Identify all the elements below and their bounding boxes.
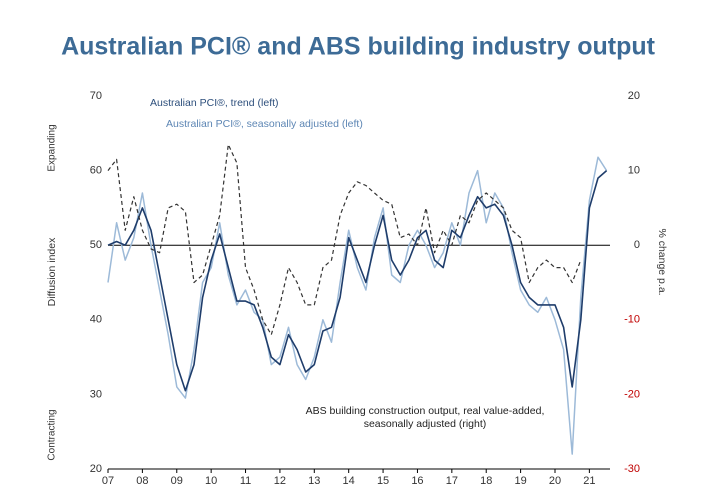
x-tick-label: 11 bbox=[240, 475, 251, 487]
x-tick-label: 17 bbox=[446, 475, 458, 487]
x-tick-label: 21 bbox=[583, 475, 595, 487]
y-tick-label: 50 bbox=[90, 239, 102, 251]
x-tick-label: 09 bbox=[171, 475, 183, 487]
y-tick-label: 40 bbox=[90, 314, 102, 326]
x-tick-label: 12 bbox=[274, 475, 286, 487]
y-tick-label: 20 bbox=[90, 463, 102, 475]
x-tick-label: 07 bbox=[102, 475, 114, 487]
y2-tick-label: 10 bbox=[628, 165, 640, 177]
x-tick-label: 19 bbox=[514, 475, 526, 487]
series-annotation: ABS building construction output, real v… bbox=[305, 405, 545, 430]
y2-tick-label: 0 bbox=[634, 239, 640, 251]
y-annotation: Contracting bbox=[47, 409, 58, 460]
y2-axis-label: % change p.a. bbox=[656, 228, 668, 295]
y-tick-label: 60 bbox=[90, 165, 102, 177]
series-line bbox=[107, 169, 608, 392]
y-axis-label: Diffusion index bbox=[46, 237, 58, 306]
series-line bbox=[107, 156, 608, 455]
y2-tick-label: -30 bbox=[624, 463, 640, 475]
y2-tick-label: -20 bbox=[624, 388, 640, 400]
y2-tick-label: -10 bbox=[624, 314, 640, 326]
x-tick-label: 13 bbox=[308, 475, 320, 487]
x-tick-label: 18 bbox=[480, 475, 492, 487]
legend-entry: Australian PCI®, trend (left) bbox=[150, 97, 279, 109]
x-tick-label: 10 bbox=[205, 475, 217, 487]
y-annotation: Expanding bbox=[47, 124, 58, 171]
x-tick-label: 14 bbox=[343, 475, 355, 487]
x-tick-label: 15 bbox=[377, 475, 389, 487]
x-tick-label: 16 bbox=[411, 475, 423, 487]
y-tick-label: 70 bbox=[90, 90, 102, 102]
legend-entry: Australian PCI®, seasonally adjusted (le… bbox=[166, 118, 363, 130]
y2-tick-label: 20 bbox=[628, 90, 640, 102]
x-tick-label: 08 bbox=[136, 475, 148, 487]
chart-title: Australian PCI® and ABS building industr… bbox=[61, 33, 656, 61]
y-tick-label: 30 bbox=[90, 388, 102, 400]
series-line bbox=[107, 143, 582, 336]
x-tick-label: 20 bbox=[549, 475, 561, 487]
